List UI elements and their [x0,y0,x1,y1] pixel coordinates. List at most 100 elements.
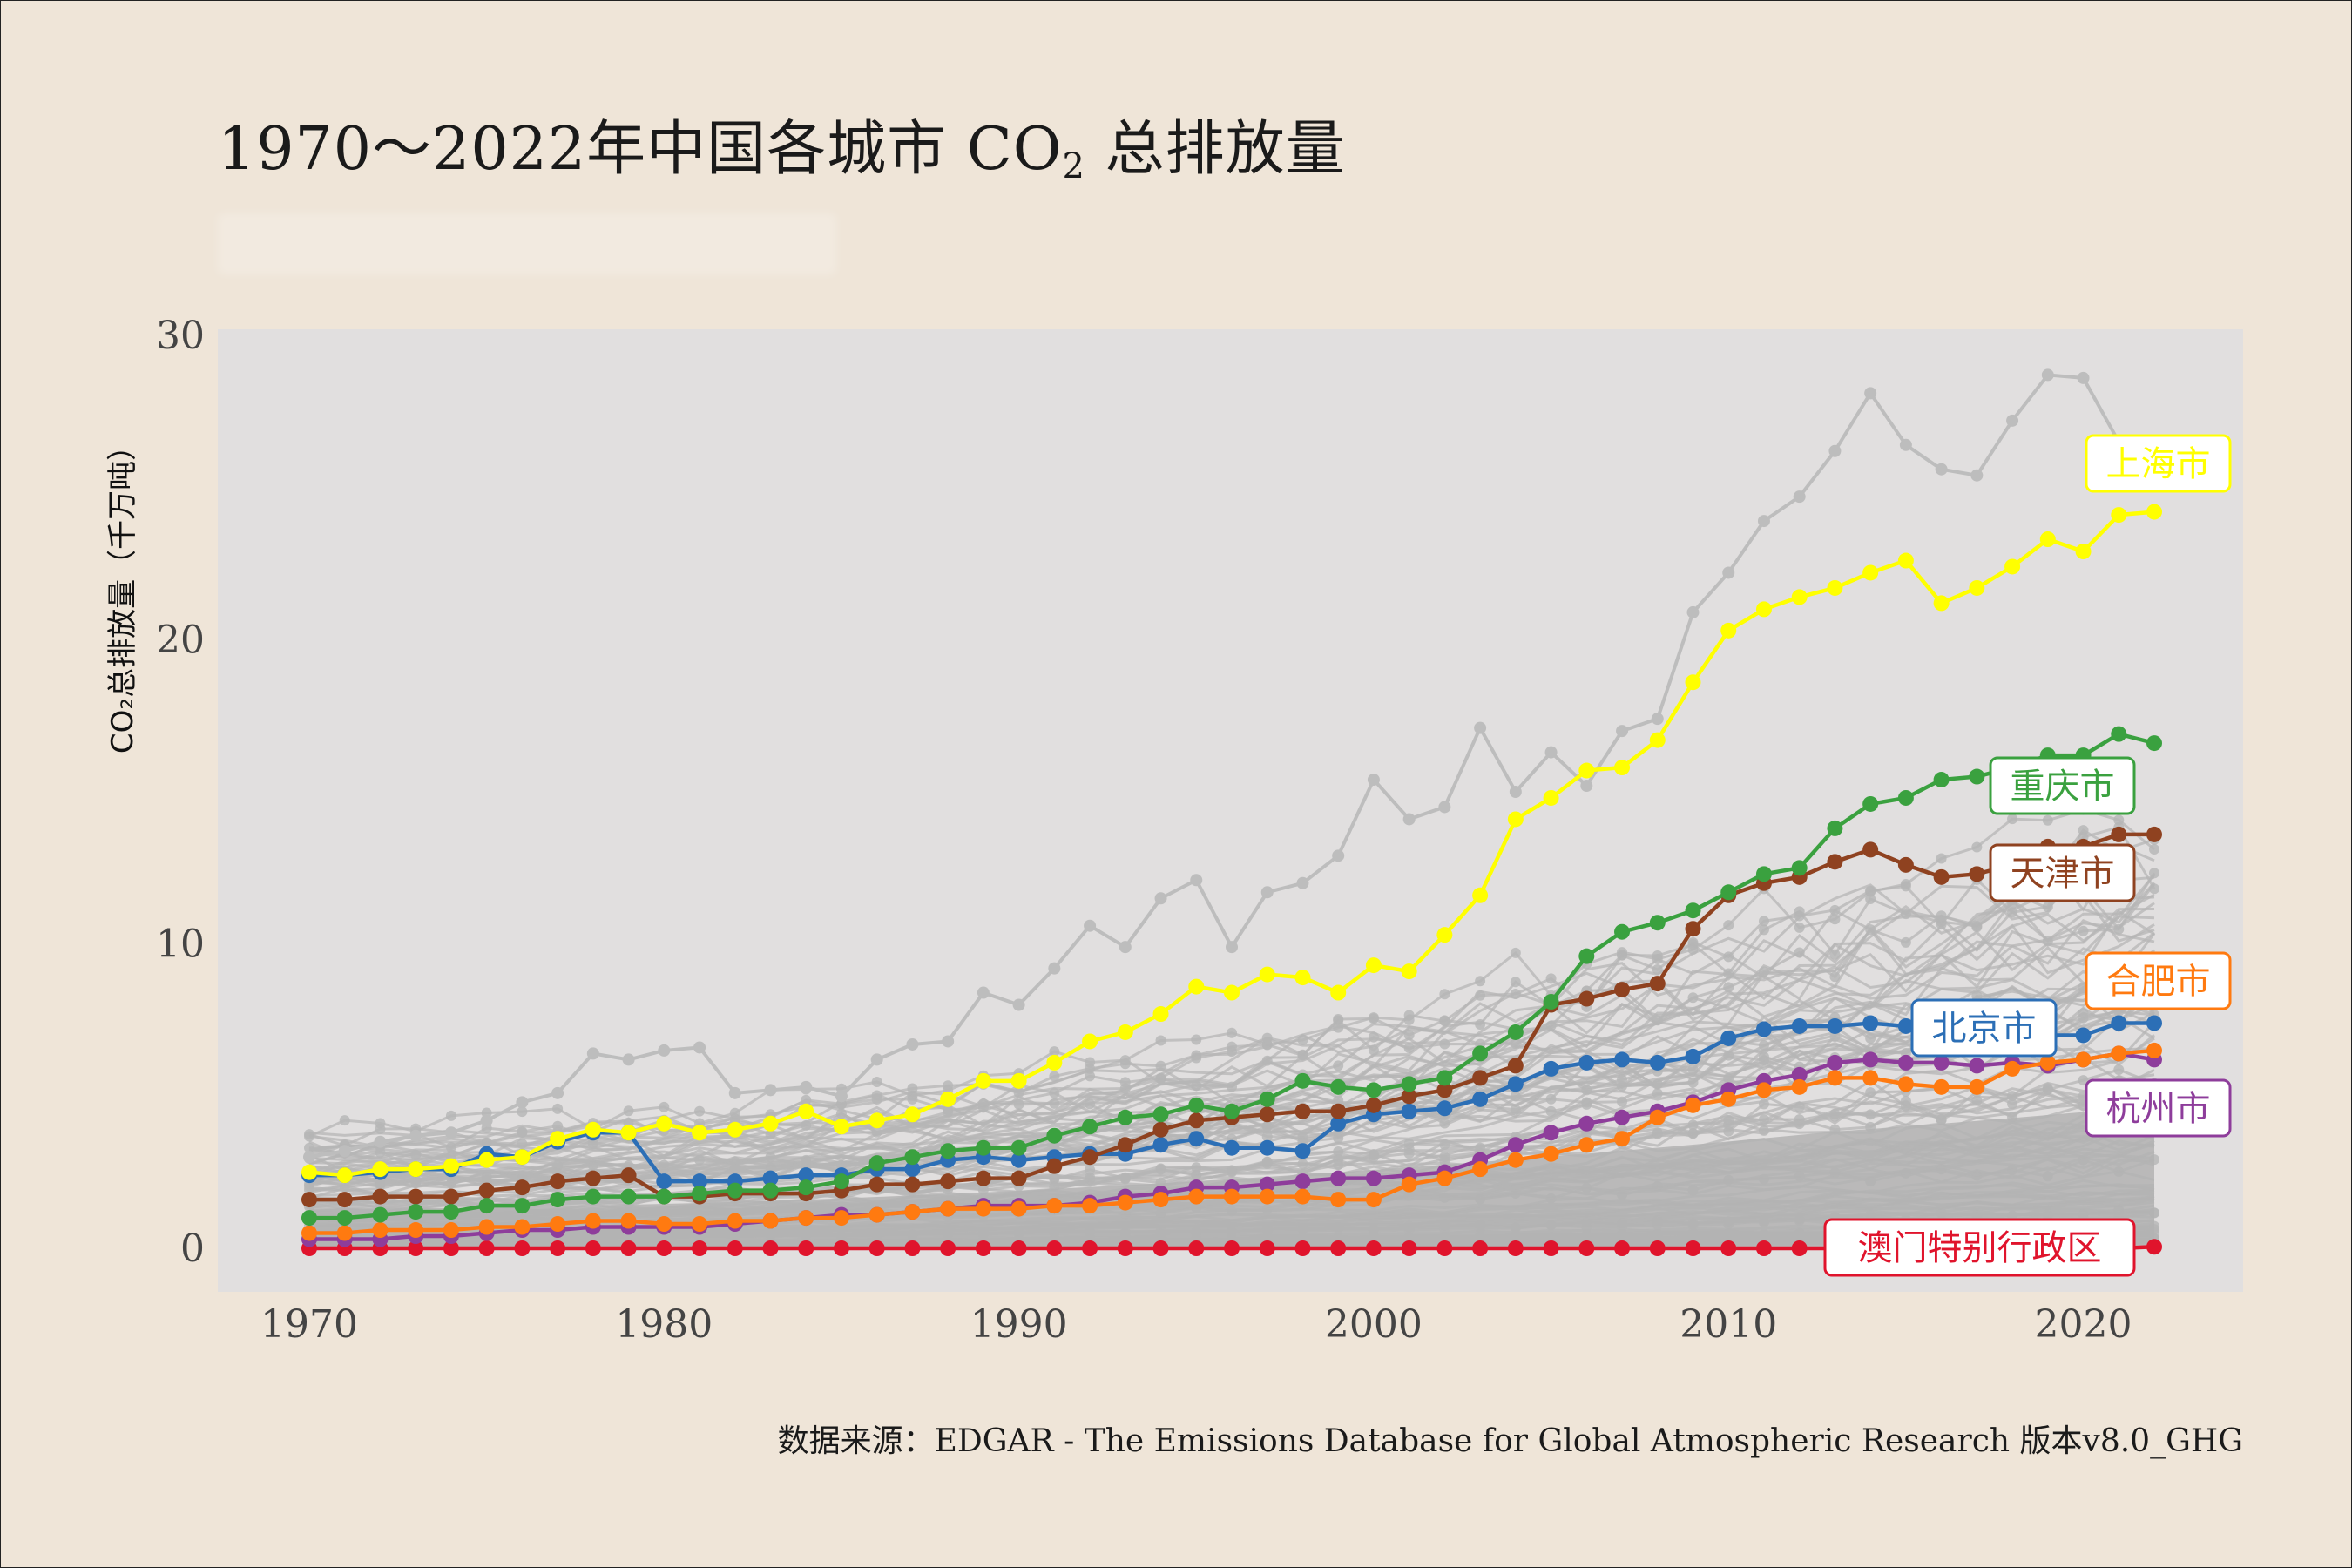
background-series-line [308,919,2155,1166]
series-point [1294,1103,1311,1119]
series-point [585,1240,601,1256]
series-point [1720,1240,1737,1256]
background-point [2149,868,2159,879]
background-point [1475,1018,1486,1030]
series-point [443,1222,459,1239]
background-max-point [977,986,990,999]
series-point [1969,768,1985,785]
series-label-box [1989,843,2136,902]
background-point [1510,1104,1521,1115]
series-point [1827,820,1843,836]
series-point [1685,1048,1701,1064]
background-point [1403,1014,1415,1025]
background-point [1794,922,1805,933]
series-point [2111,1045,2127,1062]
y-tick-label: 10 [156,923,205,967]
series-label-重庆市: 重庆市 [1989,756,2136,815]
series-point [1755,1021,1772,1037]
series-label-北京市: 北京市 [1910,998,2058,1058]
series-point [1401,1088,1417,1105]
background-point [1617,947,1628,958]
series-point [2004,558,2021,575]
series-point [514,1219,531,1235]
series-point [2146,504,2162,520]
series-point [833,1119,849,1135]
background-point [1191,1162,1202,1173]
series-point [1791,1066,1808,1083]
series-point [1330,1078,1347,1095]
series-point [868,1206,885,1223]
series-point [727,1213,743,1229]
x-tick-label: 2010 [1680,1302,1777,1347]
series-point [1224,1139,1240,1156]
series-point [2111,826,2127,842]
series-point [833,1210,849,1227]
series-point [1791,1017,1808,1034]
series-point [550,1131,566,1147]
series-point [1046,1158,1063,1174]
background-point [1829,949,1841,960]
series-point [798,1179,814,1196]
series-point [656,1240,672,1256]
background-series-line [308,1085,2155,1210]
background-max-point [1722,566,1735,579]
series-label-text: 北京市 [1932,1009,2037,1049]
background-point [729,1107,740,1119]
background-max-point [1332,849,1345,862]
series-point [1755,1082,1772,1098]
background-point [1971,841,1983,853]
title-subscript: 2 [1062,146,1085,186]
series-point [2146,1042,2162,1058]
background-max-point [622,1053,635,1066]
series-point [1082,1033,1098,1050]
series-point [1152,1121,1169,1138]
background-series-line [308,892,2155,1158]
series-point [762,1115,779,1132]
background-series-line [308,1057,2155,1198]
series-point [443,1240,459,1256]
series-point [1294,1143,1311,1159]
series-point [1897,1076,1914,1092]
series-point [2146,826,2162,842]
series-point [585,1213,601,1229]
series-point [1330,1240,1347,1256]
background-point [1687,1127,1699,1139]
series-point [620,1188,637,1205]
series-point [1507,1024,1524,1040]
series-label-text: 杭州市 [2106,1089,2211,1129]
series-point [798,1210,814,1227]
series-point [1330,1192,1347,1208]
series-point [798,1167,814,1184]
background-point [1049,1071,1060,1082]
series-point [1117,1194,1133,1211]
background-point [907,1090,918,1101]
background-point [1971,922,1983,933]
series-point [1152,1240,1169,1256]
series-point [1330,984,1347,1001]
series-point [443,1204,459,1220]
background-max-point [516,1096,529,1109]
background-point [1723,982,1734,993]
series-point [1578,990,1595,1007]
background-max-point [444,1126,457,1139]
series-point [1649,732,1666,748]
series-point [1472,1070,1489,1086]
series-point [1472,1240,1489,1256]
series-point [1330,1115,1347,1132]
series-point [1578,1240,1595,1256]
background-point [1049,1046,1060,1058]
background-max-point [1190,874,1203,887]
background-point [729,1163,740,1174]
series-point [1010,1072,1027,1089]
series-point [1578,948,1595,964]
background-point [1723,1119,1734,1130]
series-point [1969,579,1985,596]
background-point [907,1083,918,1094]
series-point [1365,1170,1382,1186]
background-point [1261,1121,1273,1132]
series-point [1401,963,1417,980]
background-max-point [1899,438,1912,451]
series-point [1046,1240,1063,1256]
series-point [2146,735,2162,752]
background-point [1227,1027,1237,1038]
